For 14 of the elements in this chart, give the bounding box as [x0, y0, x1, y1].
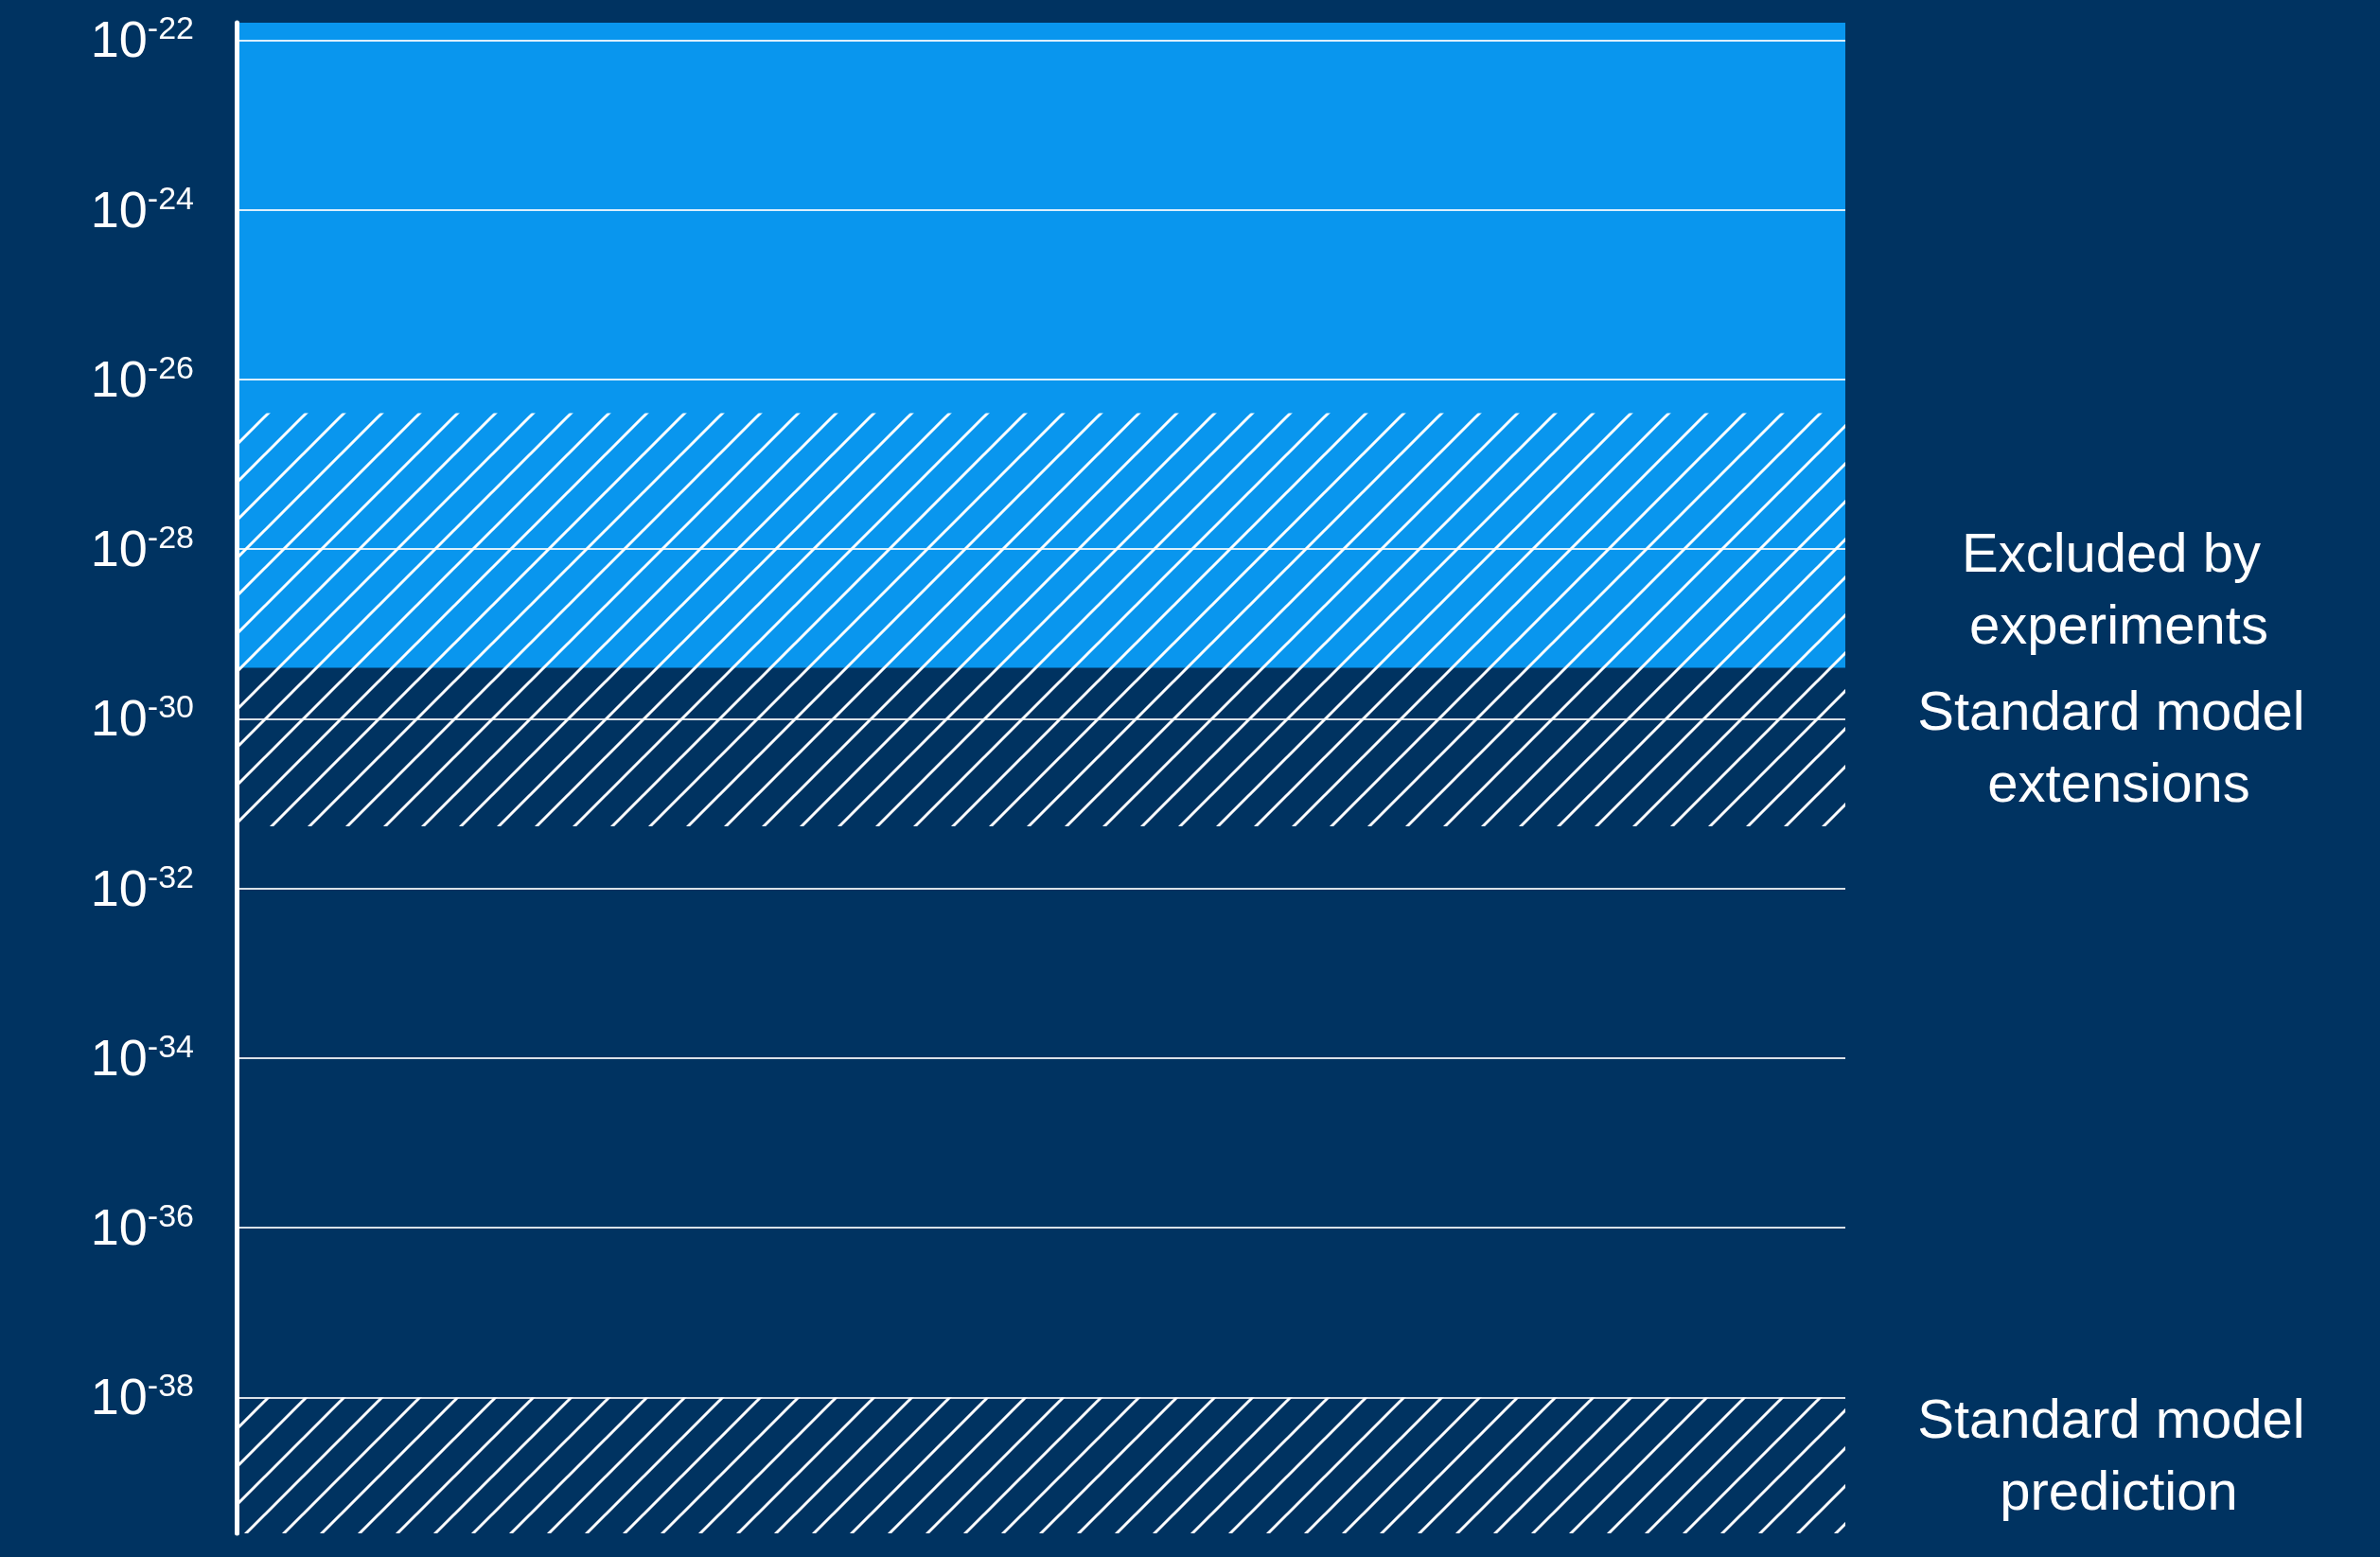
y-tick-label: 10$^{-30}$	[90, 688, 194, 747]
y-tick-label: 10$^{-26}$	[90, 348, 194, 407]
series-label: Standard model prediction	[1917, 1387, 2320, 1521]
y-tick-label: 10$^{-22}$	[90, 9, 194, 68]
bar	[237, 413, 1845, 826]
y-tick-label: 10$^{-34}$	[90, 1027, 194, 1086]
y-tick-label: 10$^{-24}$	[90, 179, 194, 238]
y-tick-label: 10$^{-28}$	[90, 519, 194, 577]
bar	[237, 1397, 1845, 1533]
series-label: Standard model extensions	[1917, 680, 2320, 814]
y-tick-label: 10$^{-38}$	[90, 1367, 194, 1425]
y-tick-label: 10$^{-36}$	[90, 1197, 194, 1256]
text: Excluded by experiments	[1961, 521, 2277, 655]
y-tick-label: 10$^{-32}$	[90, 858, 194, 916]
